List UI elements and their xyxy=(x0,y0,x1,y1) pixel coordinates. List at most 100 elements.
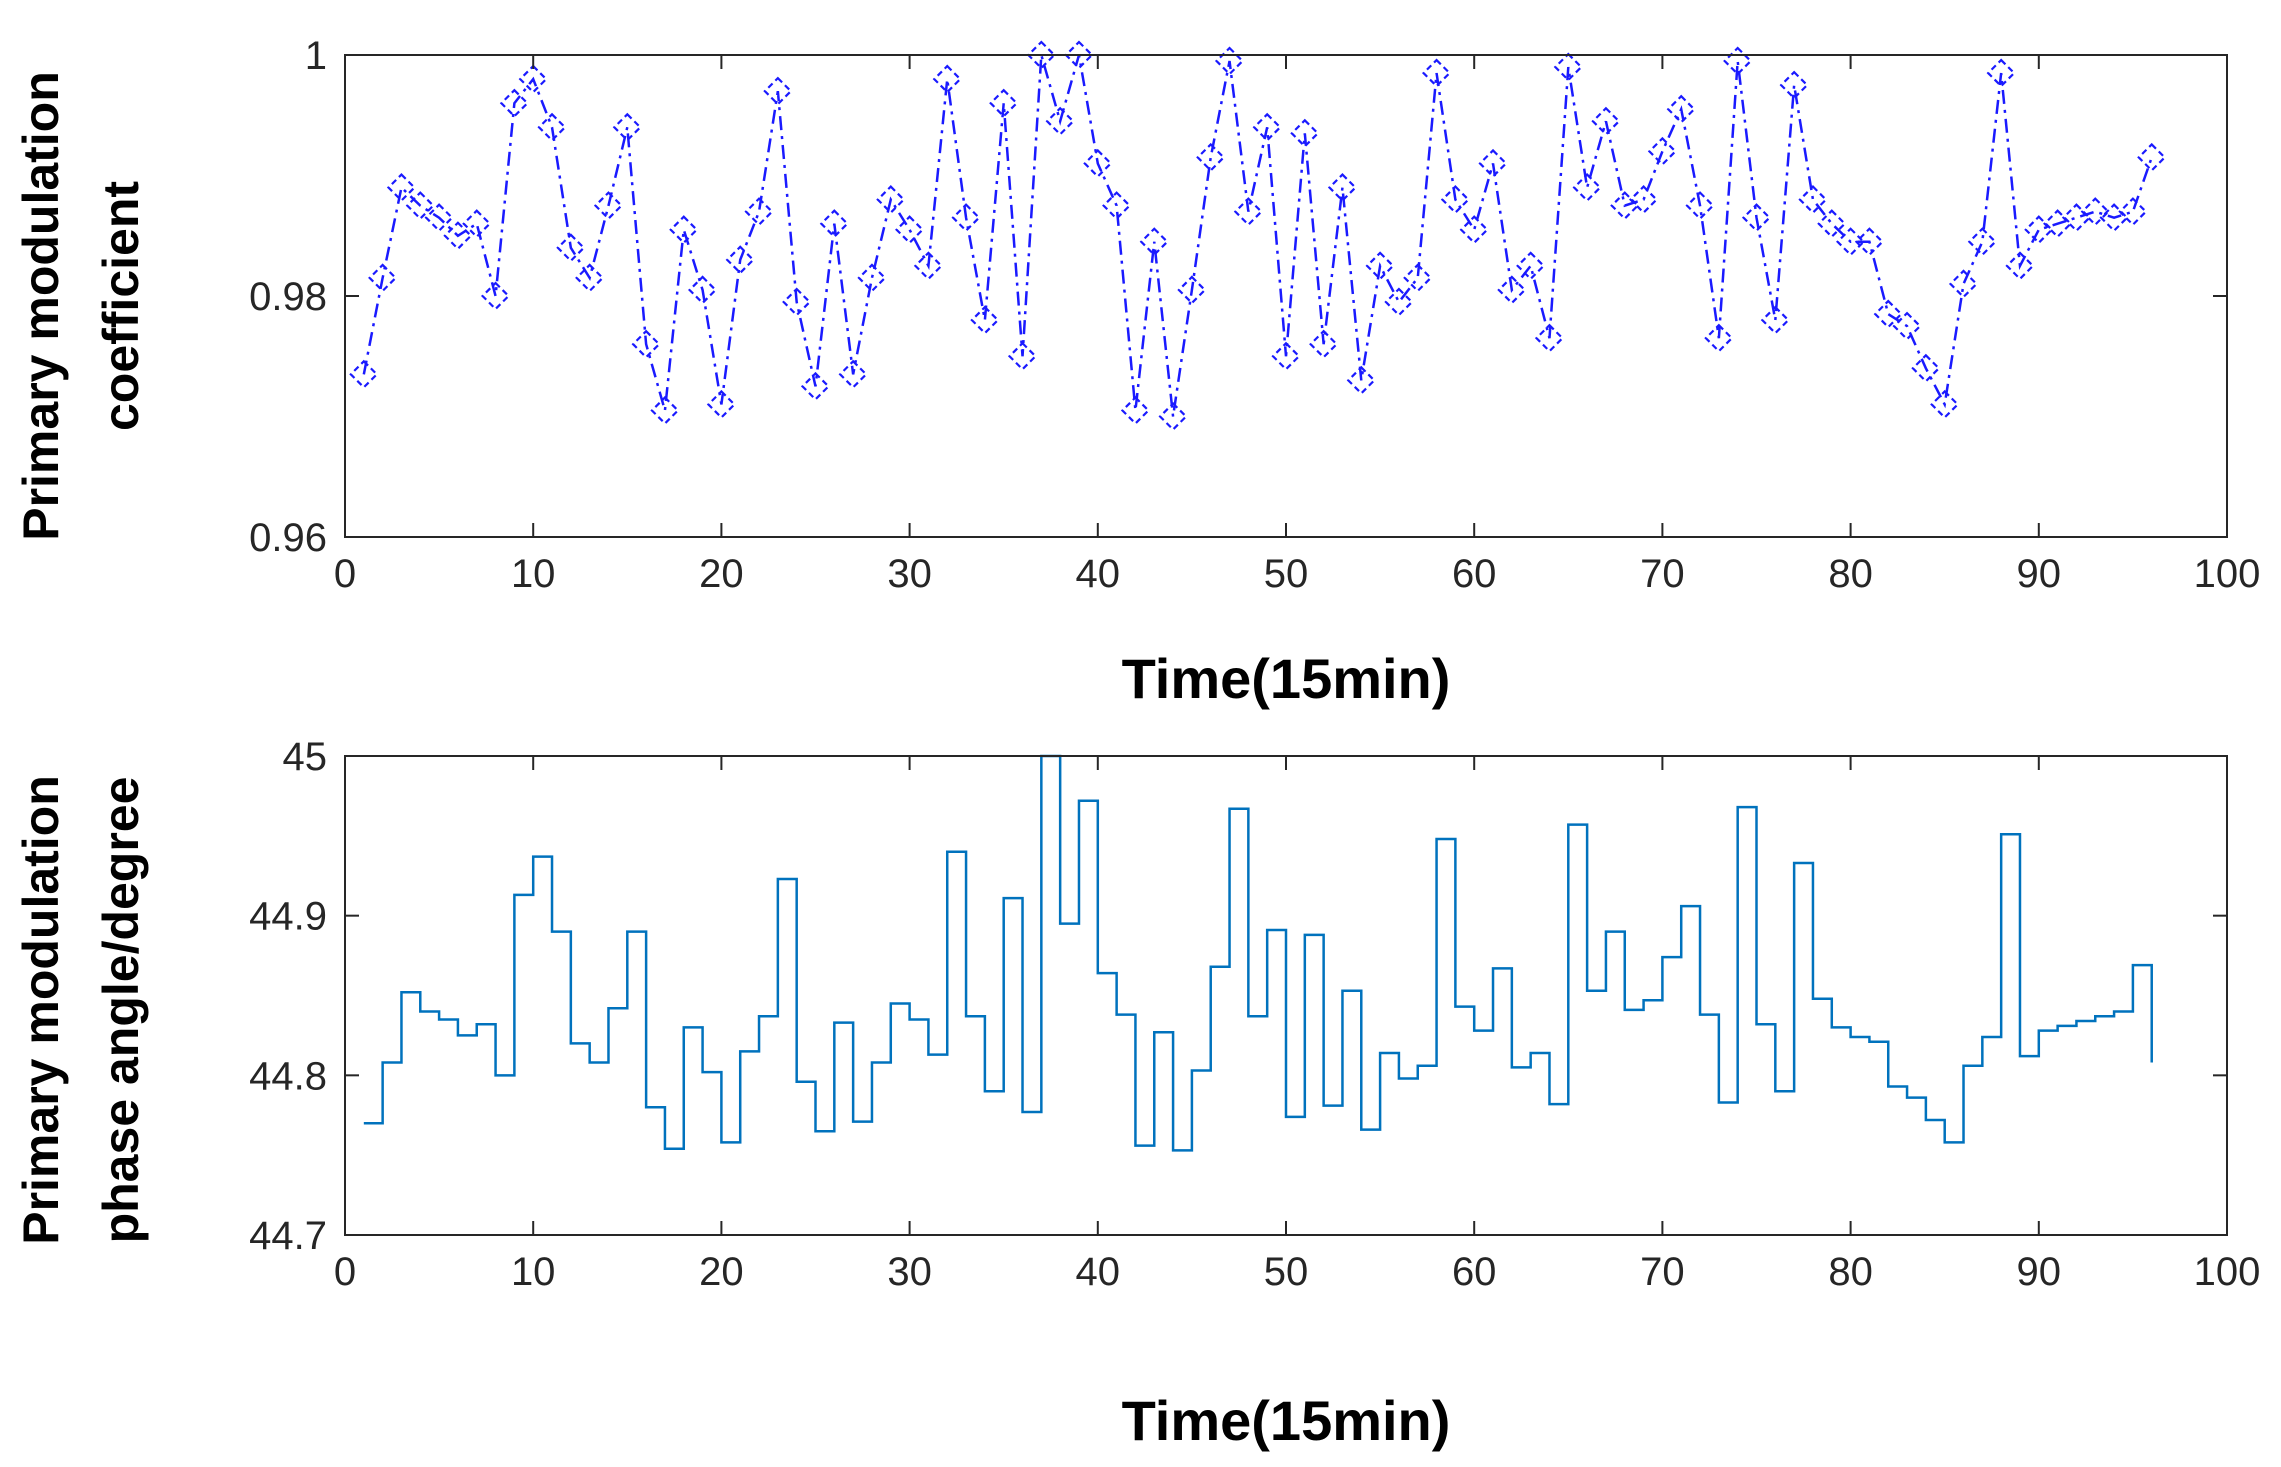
coefficient-data-point-marker xyxy=(857,263,887,293)
coefficient-x-tick-label: 60 xyxy=(1452,552,1497,596)
phase-angle-y-tick-label: 45 xyxy=(283,735,328,779)
coefficient-data-point-marker xyxy=(650,395,680,426)
coefficient-data-point-marker xyxy=(1930,389,1960,420)
coefficient-data-point-marker xyxy=(1704,323,1734,353)
phase-angle-series-line xyxy=(363,754,2153,1152)
coefficient-data-point-marker xyxy=(989,88,1019,118)
coefficient-data-point-marker xyxy=(1271,341,1301,371)
coefficient-data-point-marker xyxy=(443,221,473,251)
coefficient-data-point-marker xyxy=(1516,251,1546,281)
coefficient-data-point-marker xyxy=(1591,106,1621,136)
coefficient-data-point-marker xyxy=(537,112,567,142)
phase-angle-x-tick-label: 0 xyxy=(334,1250,356,1294)
coefficient-data-point-marker xyxy=(405,191,435,221)
coefficient-data-point-marker xyxy=(951,203,981,233)
coefficient-data-point-marker xyxy=(1139,227,1169,257)
coefficient-data-point-marker xyxy=(1459,215,1489,245)
coefficient-series-line xyxy=(362,54,2153,417)
coefficient-data-point-marker xyxy=(499,88,529,118)
coefficient-data-point-marker xyxy=(688,275,718,305)
coefficient-data-point-marker xyxy=(2118,197,2148,227)
coefficient-data-point-marker xyxy=(895,215,925,245)
coefficient-data-point-marker xyxy=(1741,203,1772,233)
coefficient-x-tick-label: 10 xyxy=(511,552,556,596)
coefficient-data-point-marker xyxy=(1911,353,1941,383)
coefficient-data-point-marker xyxy=(1440,185,1470,215)
phase-angle-x-tick-label: 100 xyxy=(2194,1250,2261,1294)
phase-angle-x-tick-label: 60 xyxy=(1452,1250,1497,1294)
coefficient-data-point-marker xyxy=(725,245,755,275)
coefficient-data-point-marker xyxy=(1214,46,1245,76)
coefficient-x-tick-label: 100 xyxy=(2194,552,2261,596)
coefficient-data-point-marker xyxy=(1102,191,1132,221)
coefficient-data-point-marker xyxy=(1252,112,1282,142)
phase-angle-x-tick-label: 80 xyxy=(1828,1250,1873,1294)
coefficient-data-point-marker xyxy=(575,263,605,293)
coefficient-x-tick-label: 50 xyxy=(1264,552,1309,596)
coefficient-data-point-marker xyxy=(2005,251,2035,281)
coefficient-data-point-marker xyxy=(556,233,586,263)
coefficient-data-point-marker xyxy=(669,215,699,245)
coefficient-data-point-marker xyxy=(1083,148,1113,179)
coefficient-axes: 0 10 20 30 40 50 60 70 80 90 100 0.96 0.98 1 xyxy=(249,34,2260,596)
coefficient-data-point-marker xyxy=(1233,197,1263,227)
coefficient-series xyxy=(349,40,2167,432)
phase-angle-x-tick-label: 90 xyxy=(2017,1250,2062,1294)
coefficient-data-point-marker xyxy=(1723,46,1753,76)
phase-angle-series xyxy=(363,754,2153,1152)
coefficient-data-point-marker xyxy=(349,359,379,389)
coefficient-data-point-marker xyxy=(386,172,417,203)
coefficient-data-point-marker xyxy=(1873,299,1903,329)
coefficient-data-point-marker xyxy=(706,389,736,420)
coefficient-data-point-marker xyxy=(1007,341,1038,371)
phase-angle-x-tick-label: 10 xyxy=(511,1250,556,1294)
coefficient-data-point-marker xyxy=(1422,58,1452,88)
coefficient-data-point-marker xyxy=(819,209,849,239)
coefficient-data-point-marker xyxy=(838,359,868,389)
coefficient-y-tick-label: 0.98 xyxy=(249,275,327,319)
coefficient-data-point-marker xyxy=(932,64,962,94)
coefficient-data-point-marker xyxy=(1309,329,1339,359)
coefficient-data-point-marker xyxy=(1026,40,1056,70)
coefficient-data-point-marker xyxy=(1497,275,1527,305)
phase-angle-axes: 0 10 20 30 40 50 60 70 80 90 100 44.7 44.8 44.9 45 xyxy=(249,735,2260,1294)
coefficient-data-point-marker xyxy=(1685,191,1715,221)
coefficient-data-point-marker xyxy=(593,191,624,221)
coefficient-data-point-marker xyxy=(1948,269,1979,299)
coefficient-x-tick-label: 40 xyxy=(1076,552,1121,596)
coefficient-data-point-marker xyxy=(876,185,906,215)
coefficient-data-point-marker xyxy=(462,209,492,239)
coefficient-y-axis-label-line2: coefficient xyxy=(93,181,149,431)
coefficient-y-tick-label: 0.96 xyxy=(249,516,327,560)
phase-angle-x-axis-label: Time(15min) xyxy=(1122,1389,1451,1452)
coefficient-data-point-marker xyxy=(2080,197,2110,227)
coefficient-data-point-marker xyxy=(1986,58,2016,88)
coefficient-data-point-marker xyxy=(1534,323,1565,353)
phase-angle-y-axis-label-line2: phase angle/degree xyxy=(93,777,149,1244)
coefficient-data-point-marker xyxy=(800,371,831,401)
coefficient-data-point-marker xyxy=(1177,275,1207,305)
coefficient-data-point-marker xyxy=(1553,52,1583,82)
coefficient-data-point-marker xyxy=(612,112,642,142)
coefficient-x-tick-label: 70 xyxy=(1640,552,1685,596)
coefficient-data-point-marker xyxy=(1854,227,1884,257)
coefficient-y-tick-label: 1 xyxy=(305,34,327,78)
coefficient-data-point-marker xyxy=(1158,401,1188,432)
phase-angle-x-tick-label: 70 xyxy=(1640,1250,1685,1294)
coefficient-data-point-marker xyxy=(763,76,793,106)
phase-angle-plot: 0 10 20 30 40 50 60 70 80 90 100 44.7 44.8 44.9 45 Tim… xyxy=(13,735,2260,1452)
phase-angle-x-tick-label: 50 xyxy=(1264,1250,1309,1294)
coefficient-x-axis-label: Time(15min) xyxy=(1122,647,1451,710)
coefficient-data-point-marker xyxy=(1196,142,1226,172)
phase-angle-x-tick-label: 40 xyxy=(1076,1250,1121,1294)
coefficient-data-point-marker xyxy=(1666,94,1696,124)
coefficient-data-point-marker xyxy=(481,281,511,311)
coefficient-data-point-marker xyxy=(1760,305,1790,335)
coefficient-plot: 0 10 20 30 40 50 60 70 80 90 100 0.96 0.98 1 Time(15m… xyxy=(13,34,2260,710)
phase-angle-x-tick-label: 20 xyxy=(699,1250,744,1294)
coefficient-data-point-marker xyxy=(1120,395,1150,426)
coefficient-data-point-marker xyxy=(782,287,812,317)
coefficient-data-point-marker xyxy=(2137,142,2167,172)
phase-angle-y-tick-label: 44.9 xyxy=(249,895,327,939)
